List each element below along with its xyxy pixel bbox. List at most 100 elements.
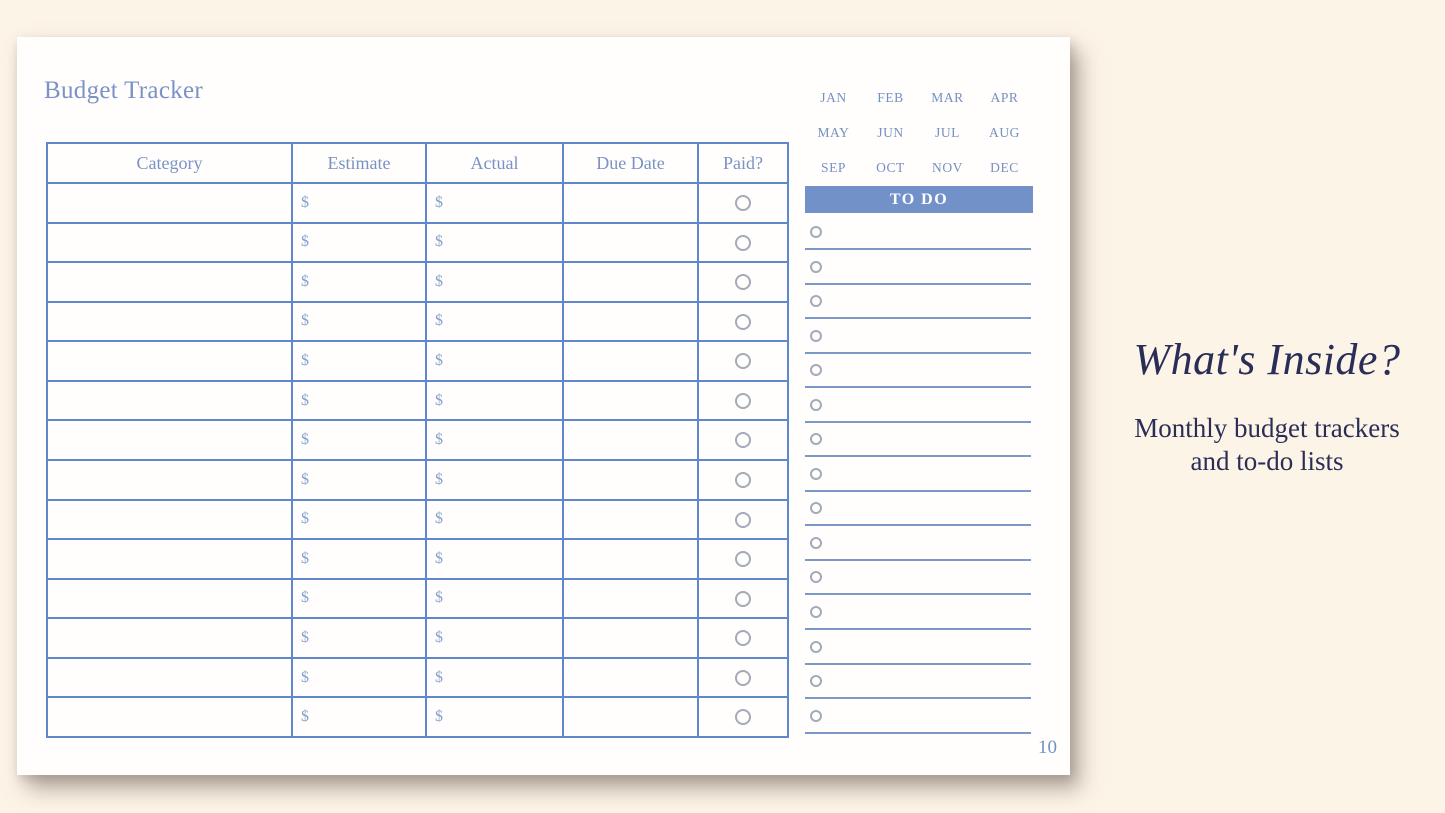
todo-item[interactable]: [805, 704, 1033, 739]
todo-item[interactable]: [805, 255, 1033, 290]
todo-entry-line[interactable]: [805, 628, 1031, 631]
paid-checkbox-circle-icon[interactable]: [735, 590, 751, 607]
todo-item[interactable]: [805, 427, 1033, 462]
estimate-cell[interactable]: $: [291, 498, 427, 541]
todo-item[interactable]: [805, 462, 1033, 497]
actual-cell[interactable]: $: [425, 498, 564, 541]
paid-cell[interactable]: [697, 379, 789, 422]
todo-entry-line[interactable]: [805, 420, 1031, 423]
todo-item[interactable]: [805, 220, 1033, 255]
paid-cell[interactable]: [697, 656, 789, 699]
due-date-cell[interactable]: [562, 419, 699, 461]
due-date-cell[interactable]: [562, 577, 699, 620]
todo-item[interactable]: [805, 565, 1033, 600]
category-cell[interactable]: [46, 182, 293, 224]
todo-entry-line[interactable]: [805, 282, 1031, 285]
paid-checkbox-circle-icon[interactable]: [735, 511, 751, 528]
month-label[interactable]: JUN: [877, 125, 904, 140]
category-cell[interactable]: [46, 577, 293, 620]
paid-cell[interactable]: [697, 617, 789, 659]
estimate-cell[interactable]: $: [291, 577, 427, 620]
todo-checkbox-circle-icon[interactable]: [810, 467, 822, 480]
paid-checkbox-circle-icon[interactable]: [735, 392, 751, 409]
paid-cell[interactable]: [697, 458, 789, 501]
category-cell[interactable]: [46, 696, 293, 738]
paid-checkbox-circle-icon[interactable]: [735, 432, 751, 449]
todo-entry-line[interactable]: [805, 317, 1031, 320]
due-date-cell[interactable]: [562, 261, 699, 303]
month-label[interactable]: APR: [990, 90, 1019, 105]
actual-cell[interactable]: $: [425, 617, 564, 659]
todo-item[interactable]: [805, 324, 1033, 359]
due-date-cell[interactable]: [562, 458, 699, 501]
estimate-cell[interactable]: $: [291, 696, 427, 738]
paid-checkbox-circle-icon[interactable]: [735, 274, 751, 291]
estimate-cell[interactable]: $: [291, 538, 427, 580]
todo-checkbox-circle-icon[interactable]: [810, 398, 822, 411]
paid-cell[interactable]: [697, 696, 789, 738]
estimate-cell[interactable]: $: [291, 419, 427, 461]
due-date-cell[interactable]: [562, 379, 699, 422]
due-date-cell[interactable]: [562, 340, 699, 382]
todo-checkbox-circle-icon[interactable]: [810, 433, 822, 446]
category-cell[interactable]: [46, 498, 293, 541]
category-cell[interactable]: [46, 300, 293, 343]
estimate-cell[interactable]: $: [291, 458, 427, 501]
todo-item[interactable]: [805, 531, 1033, 566]
todo-checkbox-circle-icon[interactable]: [810, 709, 822, 722]
month-label[interactable]: AUG: [988, 125, 1021, 140]
category-cell[interactable]: [46, 261, 293, 303]
estimate-cell[interactable]: $: [291, 340, 427, 382]
due-date-cell[interactable]: [562, 696, 699, 738]
actual-cell[interactable]: $: [425, 419, 564, 461]
paid-checkbox-circle-icon[interactable]: [735, 551, 751, 568]
paid-checkbox-circle-icon[interactable]: [735, 313, 751, 330]
todo-entry-line[interactable]: [805, 351, 1031, 354]
due-date-cell[interactable]: [562, 182, 699, 224]
todo-entry-line[interactable]: [805, 386, 1031, 389]
month-label[interactable]: JAN: [820, 90, 847, 105]
estimate-cell[interactable]: $: [291, 617, 427, 659]
category-cell[interactable]: [46, 538, 293, 580]
estimate-cell[interactable]: $: [291, 182, 427, 224]
month-label[interactable]: FEB: [877, 90, 904, 105]
category-cell[interactable]: [46, 221, 293, 264]
paid-cell[interactable]: [697, 300, 789, 343]
paid-checkbox-circle-icon[interactable]: [735, 669, 751, 686]
due-date-cell[interactable]: [562, 300, 699, 343]
month-label[interactable]: MAY: [817, 125, 850, 140]
paid-cell[interactable]: [697, 261, 789, 303]
todo-checkbox-circle-icon[interactable]: [810, 571, 822, 584]
todo-item[interactable]: [805, 358, 1033, 393]
month-label[interactable]: JUL: [934, 125, 961, 140]
paid-checkbox-circle-icon[interactable]: [735, 709, 751, 726]
category-cell[interactable]: [46, 340, 293, 382]
actual-cell[interactable]: $: [425, 656, 564, 699]
todo-entry-line[interactable]: [805, 731, 1031, 734]
todo-item[interactable]: [805, 600, 1033, 635]
todo-checkbox-circle-icon[interactable]: [810, 295, 822, 308]
actual-cell[interactable]: $: [425, 577, 564, 620]
todo-checkbox-circle-icon[interactable]: [810, 606, 822, 619]
actual-cell[interactable]: $: [425, 300, 564, 343]
todo-checkbox-circle-icon[interactable]: [810, 675, 822, 688]
category-cell[interactable]: [46, 458, 293, 501]
due-date-cell[interactable]: [562, 498, 699, 541]
category-cell[interactable]: [46, 617, 293, 659]
paid-checkbox-circle-icon[interactable]: [735, 472, 751, 489]
todo-entry-line[interactable]: [805, 558, 1031, 561]
category-cell[interactable]: [46, 656, 293, 699]
paid-checkbox-circle-icon[interactable]: [735, 630, 751, 647]
paid-cell[interactable]: [697, 340, 789, 382]
paid-cell[interactable]: [697, 538, 789, 580]
todo-checkbox-circle-icon[interactable]: [810, 260, 822, 273]
estimate-cell[interactable]: $: [291, 379, 427, 422]
todo-item[interactable]: [805, 635, 1033, 670]
paid-cell[interactable]: [697, 577, 789, 620]
estimate-cell[interactable]: $: [291, 300, 427, 343]
todo-checkbox-circle-icon[interactable]: [810, 364, 822, 377]
actual-cell[interactable]: $: [425, 696, 564, 738]
due-date-cell[interactable]: [562, 617, 699, 659]
todo-checkbox-circle-icon[interactable]: [810, 226, 822, 238]
estimate-cell[interactable]: $: [291, 221, 427, 264]
